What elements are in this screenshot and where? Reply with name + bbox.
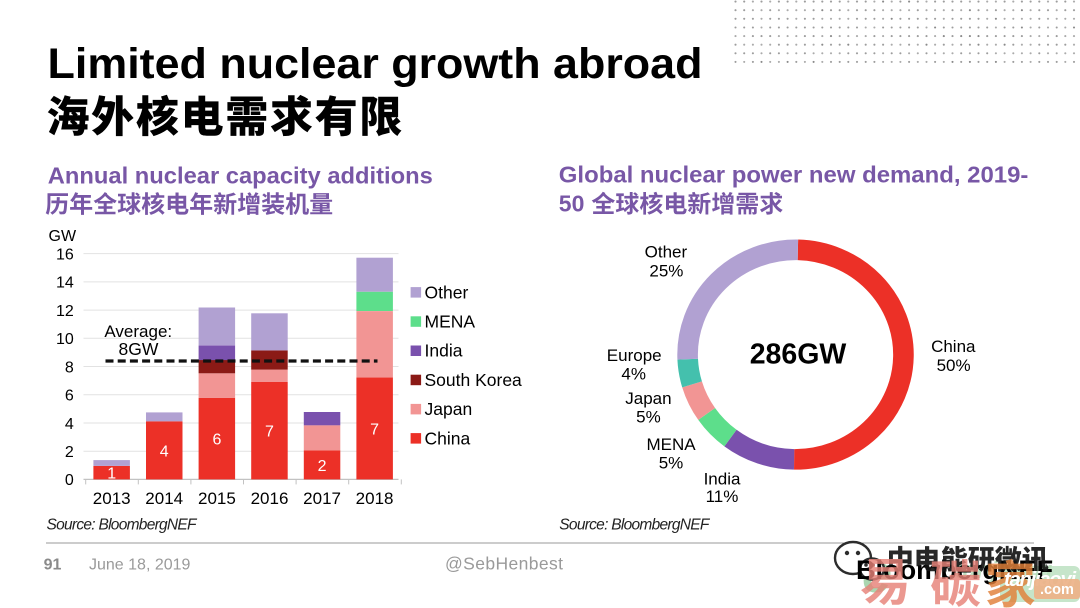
svg-text:Annual nuclear capacity additi: Annual nuclear capacity additions — [48, 162, 433, 188]
svg-text:2: 2 — [65, 444, 74, 461]
svg-text:286GW: 286GW — [750, 339, 847, 371]
svg-text:2016: 2016 — [251, 489, 289, 508]
svg-text:14: 14 — [56, 275, 74, 292]
svg-text:5%: 5% — [659, 453, 684, 472]
svg-text:MENA: MENA — [425, 312, 476, 332]
svg-text:June 18, 2019: June 18, 2019 — [89, 557, 191, 574]
svg-text:Global nuclear power new deman: Global nuclear power new demand, 2019- — [559, 162, 1029, 188]
svg-text:GW: GW — [49, 228, 77, 245]
svg-text:Europe: Europe — [607, 346, 662, 365]
svg-text:Other: Other — [425, 282, 469, 302]
svg-text:2: 2 — [318, 458, 327, 475]
svg-text:5%: 5% — [636, 407, 661, 426]
svg-text:50: 50 — [559, 191, 585, 217]
svg-text:India: India — [425, 341, 463, 361]
svg-text:.com: .com — [1040, 582, 1074, 598]
svg-text:@SebHenbest: @SebHenbest — [445, 554, 563, 574]
svg-text:4%: 4% — [621, 365, 646, 384]
svg-text:Average:: Average: — [104, 322, 172, 341]
svg-text:India: India — [704, 469, 741, 488]
svg-text:2018: 2018 — [356, 489, 394, 508]
svg-text:25%: 25% — [649, 262, 683, 281]
svg-text:China: China — [425, 428, 471, 448]
svg-text:MENA: MENA — [646, 435, 696, 454]
svg-text:0: 0 — [65, 472, 74, 489]
svg-text:China: China — [931, 337, 976, 356]
svg-text:16: 16 — [56, 246, 74, 263]
svg-text:Japan: Japan — [625, 389, 671, 408]
svg-text:12: 12 — [56, 303, 74, 320]
svg-text:2013: 2013 — [93, 489, 131, 508]
svg-text:50%: 50% — [937, 356, 971, 375]
svg-text:7: 7 — [370, 422, 379, 439]
svg-text:1: 1 — [107, 466, 116, 483]
svg-text:4: 4 — [65, 416, 74, 433]
svg-text:2017: 2017 — [303, 489, 341, 508]
svg-text:Limited nuclear growth abroad: Limited nuclear growth abroad — [48, 40, 703, 88]
svg-text:8: 8 — [65, 359, 74, 376]
svg-text:11%: 11% — [706, 487, 739, 506]
svg-text:4: 4 — [160, 443, 169, 460]
svg-text:Source: BloombergNEF: Source: BloombergNEF — [47, 517, 199, 534]
svg-text:7: 7 — [265, 424, 274, 441]
svg-text:6: 6 — [65, 388, 74, 405]
svg-text:South Korea: South Korea — [425, 370, 523, 390]
svg-text:Source: BloombergNEF: Source: BloombergNEF — [559, 517, 711, 534]
svg-text:Other: Other — [645, 243, 688, 262]
svg-text:2015: 2015 — [198, 489, 236, 508]
svg-text:8GW: 8GW — [119, 339, 159, 359]
svg-text:Japan: Japan — [425, 399, 473, 419]
svg-text:10: 10 — [56, 331, 74, 348]
svg-text:91: 91 — [44, 557, 62, 574]
svg-text:6: 6 — [212, 432, 221, 449]
svg-text:2014: 2014 — [145, 489, 183, 508]
